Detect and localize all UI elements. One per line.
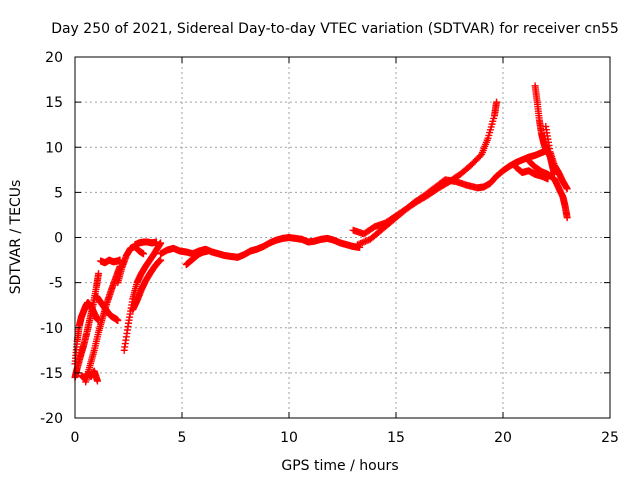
series-arc-r [542, 122, 571, 193]
y-tick-label: -15 [40, 366, 63, 382]
data-point [204, 247, 212, 255]
data-point [157, 256, 165, 264]
series-arc-s [512, 163, 552, 183]
x-tick-label: 0 [71, 430, 80, 446]
axis-ticks: 0 5 10 15 20 25 -20 -15 -10 -5 0 5 10 15 20 [40, 50, 619, 446]
data-point [563, 214, 571, 222]
data-point [139, 250, 147, 258]
series-arc-d [82, 262, 124, 386]
y-tick-label: 15 [45, 95, 63, 111]
series-arc-g [120, 239, 165, 354]
x-tick-label: 20 [494, 430, 512, 446]
series-arc-m [349, 98, 501, 238]
y-tick-label: -20 [40, 411, 63, 427]
series-arc-l [182, 247, 212, 269]
series-arc-b [71, 270, 103, 381]
x-axis-label: GPS time / hours [281, 458, 398, 474]
data-point [114, 317, 122, 325]
series-arc-q [525, 157, 571, 222]
x-tick-label: 5 [178, 430, 187, 446]
y-tick-label: 0 [54, 231, 63, 247]
series-arc-k [157, 234, 364, 261]
series-arc-f [92, 292, 122, 325]
y-tick-label: 10 [45, 140, 63, 156]
y-tick-label: -5 [49, 276, 63, 292]
y-axis-label: SDTVAR / TECUs [8, 180, 24, 295]
data-point [493, 98, 501, 106]
y-tick-label: 20 [45, 50, 63, 66]
x-tick-label: 15 [387, 430, 405, 446]
chart-title: Day 250 of 2021, Sidereal Day-to-day VTE… [51, 21, 619, 37]
y-tick-label: -10 [40, 321, 63, 337]
grid-lines [75, 57, 610, 418]
data-point [93, 377, 101, 385]
data-points [71, 82, 571, 386]
series-arc-n [353, 176, 488, 249]
data-point [563, 185, 571, 193]
series-arc-e [97, 256, 124, 267]
data-point [544, 175, 552, 183]
series-arc-j [131, 238, 160, 249]
series-arc-i [129, 256, 165, 314]
x-tick-label: 25 [601, 430, 619, 446]
data-point [152, 238, 160, 246]
data-point [95, 270, 103, 278]
x-tick-label: 10 [280, 430, 298, 446]
y-tick-label: 5 [54, 185, 63, 201]
